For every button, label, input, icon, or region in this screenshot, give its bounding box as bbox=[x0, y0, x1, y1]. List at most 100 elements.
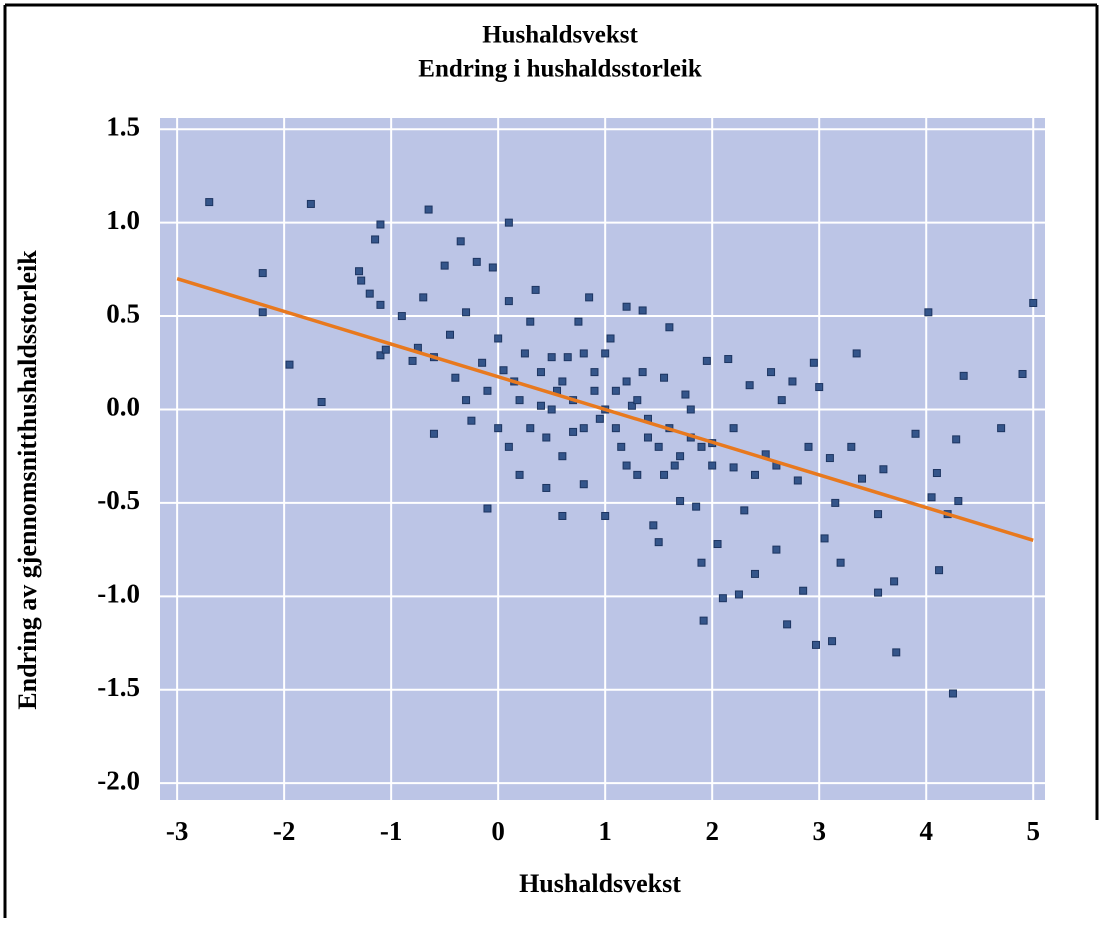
point bbox=[526, 317, 535, 326]
point bbox=[376, 220, 385, 229]
point bbox=[718, 594, 727, 603]
y-tick-label: -1.5 bbox=[97, 672, 140, 702]
point bbox=[1018, 369, 1027, 378]
point bbox=[676, 497, 685, 506]
point bbox=[713, 540, 722, 549]
point bbox=[536, 401, 545, 410]
point bbox=[799, 586, 808, 595]
point bbox=[408, 356, 417, 365]
trendline bbox=[176, 277, 1034, 542]
point bbox=[531, 285, 540, 294]
point bbox=[456, 237, 465, 246]
point bbox=[874, 588, 883, 597]
y-tick-label: -1.0 bbox=[97, 579, 140, 609]
point bbox=[643, 433, 652, 442]
point bbox=[606, 334, 615, 343]
point bbox=[825, 454, 834, 463]
point bbox=[611, 386, 620, 395]
point bbox=[874, 510, 883, 519]
point bbox=[935, 566, 944, 575]
point bbox=[772, 545, 781, 554]
point bbox=[558, 377, 567, 386]
point bbox=[836, 558, 845, 567]
point bbox=[542, 483, 551, 492]
point bbox=[654, 538, 663, 547]
point bbox=[258, 308, 267, 317]
chart-subtitle: Endring i hushaldsstorleik bbox=[418, 56, 702, 83]
point bbox=[692, 502, 701, 511]
point bbox=[488, 263, 497, 272]
x-tick-label: -3 bbox=[166, 816, 189, 846]
point bbox=[708, 461, 717, 470]
plot-area bbox=[160, 118, 1045, 800]
point bbox=[952, 435, 961, 444]
point bbox=[579, 424, 588, 433]
point bbox=[927, 493, 936, 502]
point bbox=[622, 461, 631, 470]
point bbox=[536, 368, 545, 377]
y-tick-label: 0.5 bbox=[106, 298, 140, 328]
point bbox=[858, 474, 867, 483]
point bbox=[783, 620, 792, 629]
point bbox=[740, 506, 749, 515]
point bbox=[601, 349, 610, 358]
point bbox=[815, 383, 824, 392]
point bbox=[954, 497, 963, 506]
point bbox=[419, 293, 428, 302]
point bbox=[638, 306, 647, 315]
point bbox=[828, 637, 837, 646]
point bbox=[924, 308, 933, 317]
point bbox=[670, 461, 679, 470]
point bbox=[499, 366, 508, 375]
point bbox=[515, 470, 524, 479]
point bbox=[579, 480, 588, 489]
x-tick-label: -1 bbox=[380, 816, 403, 846]
point bbox=[750, 569, 759, 578]
point bbox=[376, 300, 385, 309]
x-tick-label: 5 bbox=[1026, 816, 1040, 846]
point bbox=[601, 511, 610, 520]
point bbox=[355, 267, 364, 276]
point bbox=[777, 396, 786, 405]
point bbox=[852, 349, 861, 358]
x-tick-label: 2 bbox=[705, 816, 719, 846]
point bbox=[558, 511, 567, 520]
y-tick-label: 1.0 bbox=[106, 205, 140, 235]
point bbox=[831, 498, 840, 507]
point bbox=[504, 218, 513, 227]
y-tick-label: -0.5 bbox=[97, 485, 140, 515]
point bbox=[809, 358, 818, 367]
point bbox=[729, 463, 738, 472]
point bbox=[478, 358, 487, 367]
point bbox=[622, 302, 631, 311]
point bbox=[574, 317, 583, 326]
point bbox=[467, 416, 476, 425]
point bbox=[424, 205, 433, 214]
point bbox=[515, 396, 524, 405]
point bbox=[397, 312, 406, 321]
point bbox=[788, 377, 797, 386]
point bbox=[547, 353, 556, 362]
point bbox=[890, 577, 899, 586]
y-tick-label: -2.0 bbox=[97, 765, 140, 795]
point bbox=[563, 353, 572, 362]
point bbox=[504, 297, 513, 306]
y-tick-label: 0.0 bbox=[106, 392, 140, 422]
point bbox=[959, 371, 968, 380]
point bbox=[462, 308, 471, 317]
point bbox=[948, 689, 957, 698]
point bbox=[729, 424, 738, 433]
point bbox=[494, 334, 503, 343]
point bbox=[681, 390, 690, 399]
point bbox=[879, 465, 888, 474]
point bbox=[686, 405, 695, 414]
x-tick-label: 0 bbox=[491, 816, 505, 846]
chart-title: Hushaldsvekst bbox=[482, 22, 638, 49]
point bbox=[660, 470, 669, 479]
point bbox=[997, 424, 1006, 433]
point bbox=[357, 276, 366, 285]
point bbox=[697, 558, 706, 567]
point bbox=[622, 377, 631, 386]
point bbox=[697, 442, 706, 451]
